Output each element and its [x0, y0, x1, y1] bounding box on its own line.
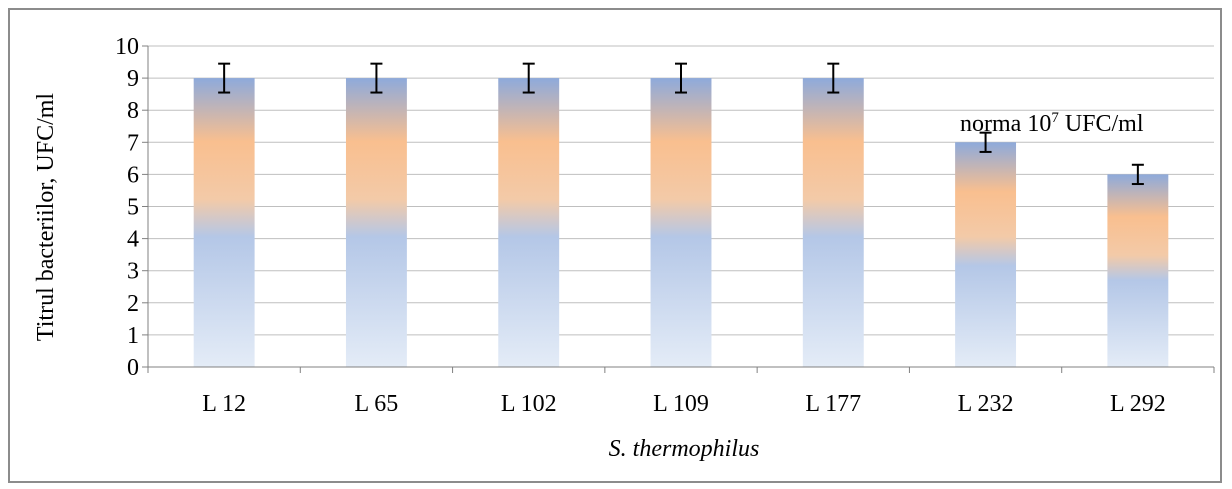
error-bar [370, 62, 383, 94]
reference-label-exponent: 7 [1051, 110, 1059, 126]
bar-chart: 0 1 2 3 4 5 6 7 8 9 10 L 12 L 65 L 102 L 109 L 177 L 23… [33, 34, 1215, 462]
error-bar [522, 62, 535, 94]
error-bar [979, 131, 992, 153]
reference-line-label: norma 107 UFC/ml [960, 110, 1144, 137]
bar [498, 78, 560, 367]
bar [1107, 174, 1169, 367]
error-bars [218, 62, 1144, 186]
error-bar [218, 62, 231, 94]
chart-frame: 0 1 2 3 4 5 6 7 8 9 10 L 12 L 65 L 102 L 109 L 177 L 23… [8, 8, 1222, 483]
bar [955, 142, 1017, 367]
y-tick-label: 8 [127, 98, 139, 124]
error-bar [1131, 163, 1144, 186]
y-tick-label: 1 [127, 323, 139, 349]
reference-label-prefix: norma 10 [960, 111, 1051, 137]
x-tick-label: L 65 [355, 391, 399, 417]
y-tick-label: 0 [127, 355, 139, 381]
y-tick-label: 5 [127, 195, 139, 221]
x-tick-labels: L 12 L 65 L 102 L 109 L 177 L 232 L 292 [202, 391, 1165, 417]
y-tick-labels: 0 1 2 3 4 5 6 7 8 9 10 [115, 34, 139, 381]
x-tick-label: L 12 [202, 391, 246, 417]
x-tick-label: L 232 [958, 391, 1014, 417]
x-tick-label: L 177 [805, 391, 861, 417]
y-tick-label: 7 [127, 130, 139, 156]
bar [650, 78, 712, 367]
y-tick-label: 2 [127, 291, 139, 317]
bar [802, 78, 864, 367]
y-axis-title: Titrul bacteriilor, UFC/ml [33, 93, 59, 341]
y-tick-label: 10 [115, 34, 139, 60]
x-tick-label: L 102 [501, 391, 557, 417]
bar [345, 78, 407, 367]
x-tick-label: L 109 [653, 391, 709, 417]
y-tick-label: 9 [127, 66, 139, 92]
error-bar [827, 62, 840, 94]
y-tick-label: 4 [127, 227, 139, 253]
x-axis-title: S. thermophilus [609, 436, 760, 462]
error-bar [675, 62, 687, 94]
axes [142, 45, 1215, 373]
y-tick-label: 3 [127, 259, 139, 285]
bars [193, 78, 1169, 367]
y-tick-label: 6 [127, 162, 139, 188]
reference-label-suffix: UFC/ml [1059, 111, 1144, 137]
x-tick-label: L 292 [1110, 391, 1166, 417]
bar [193, 78, 255, 367]
